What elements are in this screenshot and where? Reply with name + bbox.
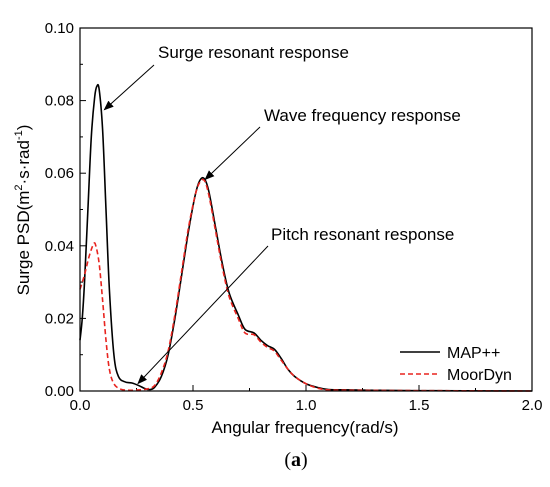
y-axis-title: Surge PSD(m2·s·rad-1) [13,125,33,296]
annotation-label: Surge resonant response [158,43,349,62]
y-tick-label: 0.10 [45,20,74,37]
plot-frame [79,27,533,392]
annotation-arrow [137,245,269,385]
x-tick-label: 0.0 [70,397,91,414]
legend-label: MAP++ [447,345,500,362]
annotation-arrow [204,126,261,181]
y-tick-label: 0.00 [45,383,74,400]
axis-ticks: 0.0 0.5 1.0 1.5 2.0 0.00 0.02 0.04 0.06 0.08 0.10 [45,20,543,414]
x-tick-label: 2.0 [522,397,543,414]
y-tick-label: 0.06 [45,165,74,182]
series-line-moordyn [79,178,533,392]
y-tick-label: 0.04 [45,238,74,255]
annotation-arrow [103,64,155,111]
legend: MAP++ MoorDyn [400,345,512,384]
annotation-label: Pitch resonant response [271,225,454,244]
series-layer [79,83,533,392]
x-tick-label: 1.5 [409,397,430,414]
legend-label: MoorDyn [447,367,512,384]
y-tick-label: 0.08 [45,93,74,110]
annotation-label: Wave frequency response [264,106,461,125]
x-tick-label: 1.0 [296,397,317,414]
x-tick-label: 0.5 [183,397,204,414]
annotations: Surge resonant response Wave frequency re… [103,43,461,385]
y-tick-label: 0.02 [45,310,74,327]
figure-caption: (a) [284,449,307,471]
x-axis-title: Angular frequency(rad/s) [211,418,398,437]
